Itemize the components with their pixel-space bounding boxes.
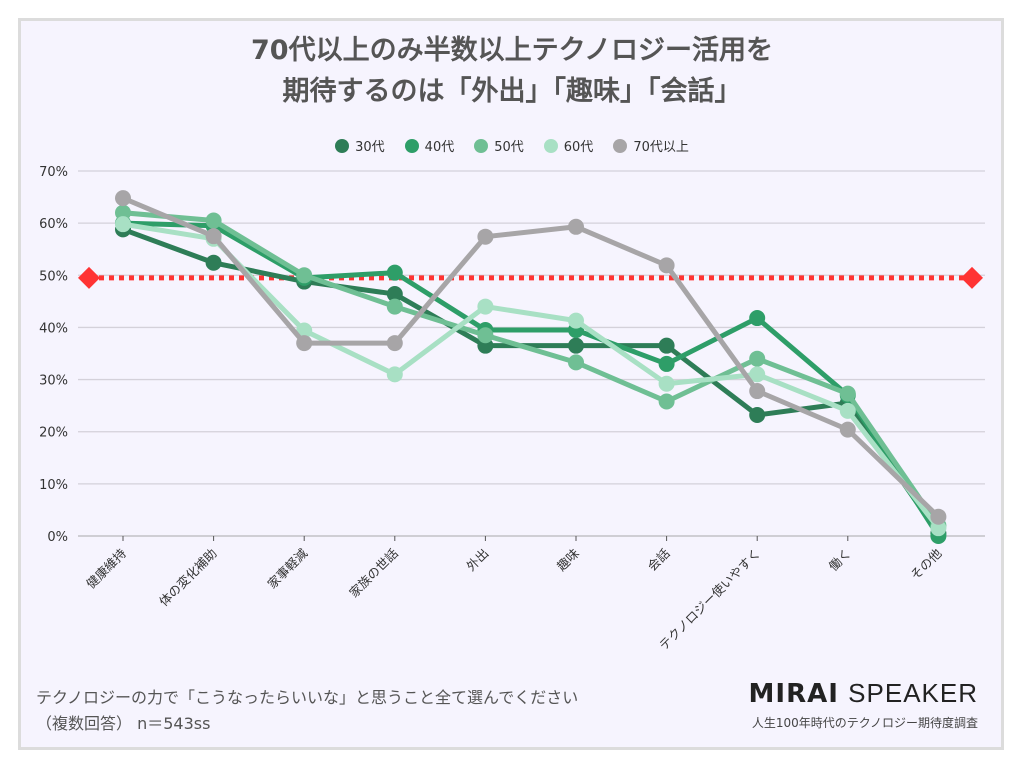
reference-diamond-marker (78, 266, 100, 289)
x-tick-label: 外出 (463, 546, 491, 574)
data-point (477, 327, 494, 344)
brand-light: SPEAKER (848, 678, 978, 708)
y-tick-label: 20% (39, 426, 68, 441)
data-point (839, 402, 856, 419)
brand-subtitle: 人生100年時代のテクノロジー期待度調査 (751, 716, 978, 730)
brand-bold: MIRAI (748, 679, 839, 709)
data-point (115, 204, 131, 221)
legend-item: 30代 (335, 136, 385, 155)
chart-frame (18, 18, 1004, 750)
legend-label: 70代以上 (633, 140, 689, 155)
data-point (296, 335, 313, 352)
data-point (749, 407, 766, 424)
y-tick-label: 10% (39, 478, 68, 493)
title-line-2: 期待するのは「外出」「趣味」「会話」 (282, 76, 742, 107)
data-point (386, 298, 403, 315)
y-tick-label: 60% (39, 217, 68, 232)
chart-title: 70代以上のみ半数以上テクノロジー活用を 期待するのは「外出」「趣味」「会話」 (0, 30, 1024, 112)
data-point (386, 286, 403, 303)
data-point (205, 228, 222, 245)
data-point (658, 337, 675, 354)
data-point (749, 383, 766, 400)
legend-dot-icon (474, 138, 489, 153)
x-tick-label: 家事軽減 (264, 545, 310, 591)
data-point (205, 212, 222, 229)
data-point (749, 310, 766, 327)
y-tick-label: 30% (39, 374, 68, 389)
legend-dot-icon (404, 138, 419, 153)
data-point (205, 254, 222, 271)
series-line-3 (122, 221, 941, 530)
legend-dot-icon (613, 138, 628, 153)
x-tick-label: 会話 (644, 546, 672, 574)
data-point (749, 366, 766, 383)
legend-label: 30代 (355, 140, 385, 155)
legend-label: 50代 (494, 140, 524, 155)
title-line-1: 70代以上のみ半数以上テクノロジー活用を (251, 35, 773, 66)
brand-logo: MIRAI SPEAKER (749, 678, 978, 709)
legend-label: 60代 (563, 140, 594, 155)
data-point (749, 350, 766, 367)
data-point (386, 335, 403, 352)
x-tick-label: 健康維持 (83, 546, 129, 592)
x-tick-label: その他 (907, 545, 944, 582)
data-point (839, 385, 856, 402)
y-tick-label: 0% (47, 530, 68, 545)
data-point (296, 267, 313, 284)
series-line-1 (122, 220, 941, 538)
data-point (930, 520, 947, 537)
legend: 30代 40代 50代 60代 70代以上 (0, 136, 1024, 155)
data-point (568, 337, 584, 354)
data-point (477, 298, 494, 315)
data-point (658, 257, 675, 274)
y-tick-label: 70% (39, 165, 68, 180)
data-point (115, 190, 131, 207)
legend-item: 40代 (404, 136, 455, 155)
data-point (658, 393, 675, 410)
x-tick-label: 働く (826, 546, 854, 574)
legend-dot-icon (543, 138, 558, 153)
y-tick-label: 50% (39, 269, 68, 284)
y-tick-label: 40% (39, 321, 68, 336)
x-tick-label: 家族の世話 (346, 546, 401, 601)
data-point (568, 218, 584, 235)
data-point (115, 216, 131, 233)
series-line-4 (122, 195, 941, 519)
data-point (839, 421, 856, 438)
data-point (386, 264, 403, 281)
sample-note: （複数回答） n＝543ss (36, 714, 211, 733)
data-point (386, 366, 403, 383)
data-point (568, 312, 584, 329)
data-point (658, 375, 675, 392)
x-tick-label: 趣味 (554, 545, 583, 574)
legend-item: 50代 (474, 136, 524, 155)
data-point (477, 228, 494, 245)
legend-item: 70代以上 (613, 136, 689, 155)
data-point (568, 354, 584, 371)
data-point (930, 508, 947, 525)
legend-item: 60代 (543, 136, 594, 155)
question-note: テクノロジーの力で「こうなったらいいな」と思うこと全て選んでください (36, 688, 579, 707)
x-tick-label: 体の変化補助 (156, 546, 220, 610)
legend-label: 40代 (424, 140, 455, 155)
data-point (658, 355, 675, 372)
legend-dot-icon (335, 138, 350, 153)
reference-diamond-marker (961, 266, 983, 289)
series-line-2 (122, 210, 941, 527)
x-tick-label: テクノロジー使いやすく (656, 546, 763, 653)
